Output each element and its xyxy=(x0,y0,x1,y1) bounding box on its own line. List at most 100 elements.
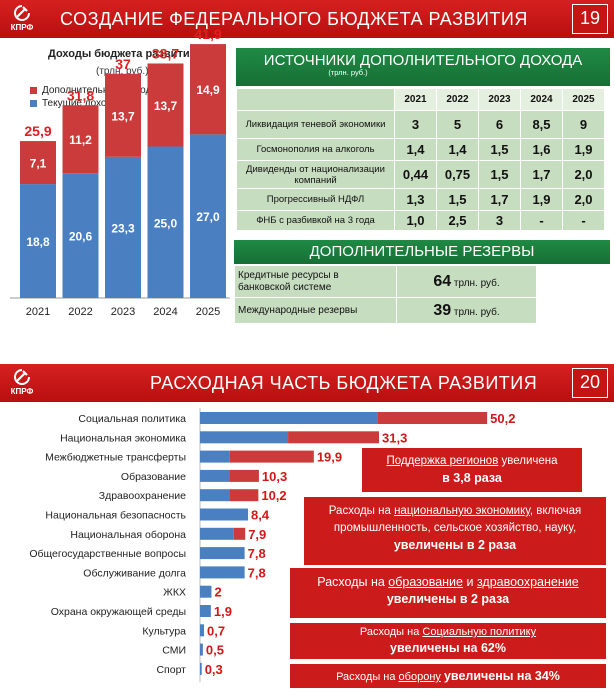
bar-base xyxy=(200,450,230,463)
bar-base xyxy=(200,605,211,617)
source-value: 1,4 xyxy=(394,138,437,161)
callout-bold: увеличены в 2 раза xyxy=(386,592,510,606)
sources-row: Ликвидация теневой экономики 3 5 6 8,5 9 xyxy=(236,110,605,139)
bar-label-additional: 14,9 xyxy=(196,83,220,97)
source-label: Прогрессивный НДФЛ xyxy=(236,188,395,211)
category-label: Охрана окружающей среды xyxy=(51,606,186,618)
bar-increase xyxy=(229,489,259,502)
bar-total-label: 25,9 xyxy=(24,123,51,139)
bar-additional xyxy=(147,63,184,147)
sources-row: Дивиденды от национализации компаний 0,44… xyxy=(236,160,605,189)
year-header: 2021 xyxy=(394,88,437,111)
source-value: 1,7 xyxy=(520,160,563,189)
callout-link: здравоохранение xyxy=(476,575,579,589)
source-value: 1,6 xyxy=(520,138,563,161)
bar-current xyxy=(105,156,141,298)
bar-current xyxy=(62,173,99,298)
bar-current xyxy=(190,134,226,298)
source-value: 0,75 xyxy=(436,160,479,189)
callout-text: Расходы на xyxy=(317,575,389,589)
source-value: 1,9 xyxy=(520,188,563,211)
bar-base xyxy=(200,527,234,540)
category-label: Национальная оборона xyxy=(70,529,186,541)
callout-bold: увеличены в 2 раза xyxy=(393,538,517,552)
slide1-banner: КПРФ СОЗДАНИЕ ФЕДЕРАЛЬНОГО БЮДЖЕТА РАЗВИ… xyxy=(0,0,614,38)
legend-label: Дополнительные доходы xyxy=(42,85,159,96)
sources-row: Прогрессивный НДФЛ 1,3 1,5 1,7 1,9 2,0 xyxy=(236,188,605,211)
callout-text: Расходы на xyxy=(336,671,399,683)
kprf-logo: КПРФ xyxy=(4,3,40,35)
source-value: 1,5 xyxy=(478,138,521,161)
x-tick-label: 2021 xyxy=(26,306,50,318)
bar-base xyxy=(200,662,202,675)
source-label: Дивиденды от национализации компаний xyxy=(236,160,395,189)
legend-label: Текущие доходы xyxy=(42,98,120,109)
bar-increase xyxy=(229,469,259,482)
category-label: Обслуживание долга xyxy=(83,567,186,579)
source-value: - xyxy=(562,210,605,231)
chart-subtitle: (трлн. руб.) xyxy=(96,66,149,77)
reserve-row: Международные резервы 39 трлн. руб. xyxy=(234,297,537,324)
bar-base xyxy=(200,508,249,521)
slide2-banner: КПРФ РАСХОДНАЯ ЧАСТЬ БЮДЖЕТА РАЗВИТИЯ 20 xyxy=(0,364,614,402)
callout-bold: увеличены на 34% xyxy=(443,669,560,683)
reserve-value: 39 xyxy=(433,301,452,319)
source-value: 1,9 xyxy=(562,138,605,161)
bar-value-label: 0,5 xyxy=(206,643,224,658)
source-label: ФНБ с разбивкой на 3 года xyxy=(236,210,395,231)
bar-current xyxy=(20,184,56,298)
callout-social: Расходы на Социальную политику увеличены… xyxy=(290,623,606,659)
hammer-sickle-icon xyxy=(14,5,30,21)
bar-value-label: 10,2 xyxy=(261,488,286,503)
callout-regions: Поддержка регионов увеличена в 3,8 раза xyxy=(362,448,582,492)
bar-total-label: 37 xyxy=(115,56,131,72)
source-label: Ликвидация теневой экономики xyxy=(236,110,395,139)
sources-title: ИСТОЧНИКИ ДОПОЛНИТЕЛЬНОГО ДОХОДА xyxy=(263,52,583,69)
source-label: Госмонополия на алкоголь xyxy=(236,138,395,161)
hammer-sickle-icon xyxy=(14,369,30,385)
reserve-label: Кредитные ресурсы в банковской системе xyxy=(234,265,397,298)
category-label: Национальная безопасность xyxy=(45,510,186,522)
chart-legend: Дополнительные доходы Текущие доходы xyxy=(30,84,158,110)
callout-defense: Расходы на оборону увеличены на 34% xyxy=(290,664,606,688)
source-value: - xyxy=(520,210,563,231)
bar-label-additional: 13,7 xyxy=(111,109,135,123)
reserve-value: 64 xyxy=(433,272,452,290)
chart-title: Доходы бюджета развития xyxy=(48,48,197,60)
year-header: 2025 xyxy=(562,88,605,111)
bar-label-additional: 13,7 xyxy=(154,99,178,113)
bar-total-label: 31,8 xyxy=(67,87,94,103)
bar-base xyxy=(200,469,230,482)
bar-additional xyxy=(62,105,99,174)
bar-label-additional: 11,2 xyxy=(69,133,92,147)
sources-header-row: 2021 2022 2023 2024 2025 xyxy=(236,88,605,111)
bar-label-additional: 7,1 xyxy=(30,157,47,171)
x-tick-label: 2023 xyxy=(111,306,135,318)
reserve-value-cell: 39 трлн. руб. xyxy=(396,297,537,324)
x-tick-label: 2024 xyxy=(153,306,177,318)
bar-total-label: 38,7 xyxy=(152,45,179,61)
bar-increase xyxy=(229,450,314,463)
expenses-horizontal-bar-chart: Социальная политика 50,2 Национальная экон… xyxy=(29,408,515,683)
bar-additional xyxy=(190,44,226,135)
source-value: 6 xyxy=(478,110,521,139)
callout-link: оборону xyxy=(398,671,441,683)
category-label: Социальная политика xyxy=(78,413,186,425)
bar-base xyxy=(200,431,289,444)
bar-base xyxy=(200,624,205,637)
logo-text: КПРФ xyxy=(10,387,34,396)
bar-base xyxy=(200,489,230,502)
source-value: 1,0 xyxy=(394,210,437,231)
sources-row: Госмонополия на алкоголь 1,4 1,4 1,5 1,6 1,9 xyxy=(236,138,605,161)
bar-label-current: 18,8 xyxy=(26,235,50,249)
year-header: 2024 xyxy=(520,88,563,111)
slide-budget-expenses: КПРФ РАСХОДНАЯ ЧАСТЬ БЮДЖЕТА РАЗВИТИЯ 20… xyxy=(0,364,614,700)
callout-text: Расходы на xyxy=(359,626,423,638)
bar-base xyxy=(200,643,203,656)
bar-label-current: 20,6 xyxy=(69,230,93,244)
callout-bold: увеличены на 62% xyxy=(390,641,506,655)
table-corner xyxy=(236,88,395,111)
source-value: 1,3 xyxy=(394,188,437,211)
bar-label-current: 23,3 xyxy=(111,221,135,235)
reserve-value-cell: 64 трлн. руб. xyxy=(396,265,537,298)
